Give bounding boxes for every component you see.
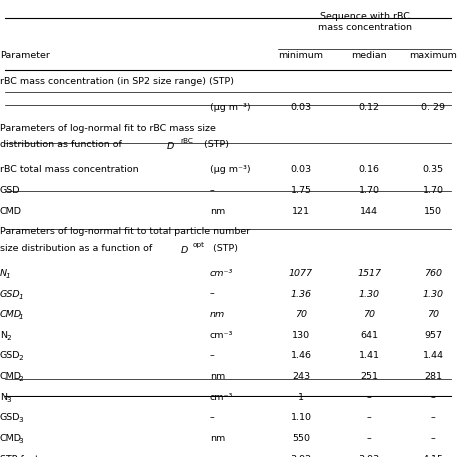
Text: nm: nm	[210, 434, 225, 443]
Text: cm⁻³: cm⁻³	[210, 269, 233, 278]
Text: maximum: maximum	[409, 51, 457, 60]
Text: 1.70: 1.70	[423, 186, 444, 195]
Text: –: –	[210, 455, 214, 457]
Text: nm: nm	[210, 207, 225, 216]
Text: $D$: $D$	[180, 244, 189, 255]
Text: –: –	[431, 413, 436, 422]
Text: 0.16: 0.16	[359, 165, 380, 175]
Text: CMD: CMD	[0, 207, 22, 216]
Text: N: N	[0, 269, 7, 278]
Text: (STP): (STP)	[210, 244, 238, 253]
Text: 1.41: 1.41	[359, 351, 380, 361]
Text: 121: 121	[292, 207, 310, 216]
Text: $D$: $D$	[166, 140, 175, 151]
Text: 3.93: 3.93	[359, 455, 380, 457]
Text: nm: nm	[210, 372, 225, 381]
Text: rBC: rBC	[180, 138, 193, 144]
Text: 70: 70	[363, 310, 375, 319]
Text: GSD: GSD	[0, 290, 21, 298]
Text: –: –	[431, 393, 436, 402]
Text: 4.15: 4.15	[423, 455, 444, 457]
Text: 2: 2	[6, 335, 11, 341]
Text: 1.30: 1.30	[423, 290, 444, 298]
Text: distribution as function of: distribution as function of	[0, 140, 125, 149]
Text: –: –	[367, 393, 372, 402]
Text: –: –	[367, 434, 372, 443]
Text: –: –	[210, 351, 214, 361]
Text: 0. 29: 0. 29	[421, 103, 445, 112]
Text: 0.12: 0.12	[359, 103, 380, 112]
Text: 2: 2	[18, 356, 23, 361]
Text: Parameter: Parameter	[0, 51, 50, 60]
Text: rBC mass concentration (in SP2 size range) (STP): rBC mass concentration (in SP2 size rang…	[0, 77, 234, 86]
Text: 144: 144	[360, 207, 378, 216]
Text: median: median	[352, 51, 387, 60]
Text: 150: 150	[424, 207, 442, 216]
Text: 1: 1	[18, 293, 23, 299]
Text: CMD: CMD	[0, 372, 22, 381]
Text: nm: nm	[210, 310, 225, 319]
Text: –: –	[210, 413, 214, 422]
Text: –: –	[210, 186, 214, 195]
Text: 3: 3	[18, 417, 23, 423]
Text: cm⁻³: cm⁻³	[210, 331, 233, 340]
Text: 0.03: 0.03	[291, 103, 311, 112]
Text: –: –	[367, 413, 372, 422]
Text: 1: 1	[298, 393, 304, 402]
Text: cm⁻³: cm⁻³	[210, 393, 233, 402]
Text: 281: 281	[424, 372, 442, 381]
Text: rBC total mass concentration: rBC total mass concentration	[0, 165, 139, 175]
Text: CMD: CMD	[0, 434, 22, 443]
Text: 1517: 1517	[357, 269, 381, 278]
Text: 957: 957	[424, 331, 442, 340]
Text: CMD: CMD	[0, 310, 22, 319]
Text: 3.92: 3.92	[291, 455, 311, 457]
Text: 243: 243	[292, 372, 310, 381]
Text: –: –	[210, 290, 214, 298]
Text: STP factor: STP factor	[0, 455, 49, 457]
Text: 1: 1	[6, 273, 11, 279]
Text: 760: 760	[424, 269, 442, 278]
Text: Sequence with rBC
mass concentration: Sequence with rBC mass concentration	[318, 12, 412, 32]
Text: 1.30: 1.30	[359, 290, 380, 298]
Text: (μg m⁻³): (μg m⁻³)	[210, 165, 250, 175]
Text: 1.46: 1.46	[291, 351, 311, 361]
Text: minimum: minimum	[279, 51, 323, 60]
Text: –: –	[431, 434, 436, 443]
Text: 641: 641	[360, 331, 378, 340]
Text: Parameters of log-normal fit to rBC mass size: Parameters of log-normal fit to rBC mass…	[0, 124, 216, 133]
Text: N: N	[0, 393, 7, 402]
Text: Parameters of log-normal fit to total particle number: Parameters of log-normal fit to total pa…	[0, 227, 250, 236]
Text: 251: 251	[360, 372, 378, 381]
Text: 1: 1	[18, 314, 23, 320]
Text: 1.36: 1.36	[291, 290, 311, 298]
Text: 70: 70	[427, 310, 439, 319]
Text: 3: 3	[6, 397, 11, 403]
Text: 1.70: 1.70	[359, 186, 380, 195]
Text: 1.75: 1.75	[291, 186, 311, 195]
Text: (μg m⁻³): (μg m⁻³)	[210, 103, 250, 112]
Text: 70: 70	[295, 310, 307, 319]
Text: opt: opt	[193, 242, 205, 248]
Text: GSD: GSD	[0, 186, 20, 195]
Text: N: N	[0, 331, 7, 340]
Text: 3: 3	[18, 438, 23, 444]
Text: GSD: GSD	[0, 351, 20, 361]
Text: 0.35: 0.35	[423, 165, 444, 175]
Text: 550: 550	[292, 434, 310, 443]
Text: GSD: GSD	[0, 413, 20, 422]
Text: 1.44: 1.44	[423, 351, 444, 361]
Text: 1.10: 1.10	[291, 413, 311, 422]
Text: size distribution as a function of: size distribution as a function of	[0, 244, 155, 253]
Text: 0.03: 0.03	[291, 165, 311, 175]
Text: 2: 2	[18, 376, 23, 382]
Text: 1077: 1077	[289, 269, 313, 278]
Text: (STP): (STP)	[201, 140, 229, 149]
Text: 130: 130	[292, 331, 310, 340]
